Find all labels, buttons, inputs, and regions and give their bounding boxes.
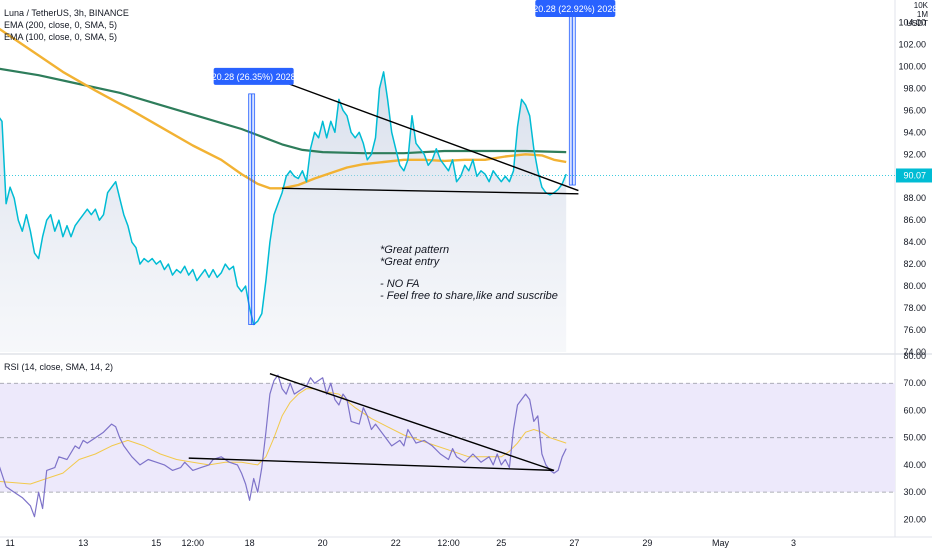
ema200-legend[interactable]: EMA (200, close, 0, SMA, 5) bbox=[4, 20, 118, 30]
last-price-tag bbox=[896, 168, 932, 183]
rsi-tick-label: 50.00 bbox=[903, 433, 926, 443]
note-text: *Great pattern bbox=[380, 244, 449, 256]
ema100-line bbox=[0, 27, 567, 190]
ema200-line bbox=[0, 67, 567, 155]
price-tick-label: 84.00 bbox=[903, 237, 926, 247]
price-tick-label: 82.00 bbox=[903, 259, 926, 269]
time-tick-label: 18 bbox=[245, 538, 255, 548]
measure-callout bbox=[535, 0, 616, 17]
price-tick-label: 86.00 bbox=[903, 215, 926, 225]
time-tick-label: 15 bbox=[151, 538, 161, 548]
time-tick-label: 3 bbox=[791, 538, 796, 548]
price-tick-label: 96.00 bbox=[903, 105, 926, 115]
time-tick-label: 22 bbox=[391, 538, 401, 548]
price-tick-label: 100.00 bbox=[898, 61, 926, 71]
price-area bbox=[0, 71, 567, 352]
rsi-ma-line bbox=[0, 388, 567, 485]
chart-texts: 20.28 (26.35%) 2028 20.28 (22.92%) 2028 *G… bbox=[212, 4, 618, 302]
last-price-value: 90.07 bbox=[903, 170, 926, 180]
time-tick-label: 12:00 bbox=[182, 538, 205, 548]
rsi-band bbox=[0, 382, 895, 493]
price-tick-label: 74.00 bbox=[903, 347, 926, 357]
price-tick-label: 80.00 bbox=[903, 281, 926, 291]
measure-callout-text: 20.28 (22.92%) 2028 bbox=[533, 4, 617, 14]
price-axis-currency: USDT bbox=[906, 19, 928, 28]
price-line bbox=[0, 71, 567, 326]
axes: 74.00 76.00 78.00 80.00 82.00 84.00 86.00 88.00… bbox=[5, 17, 932, 548]
time-tick-label: 13 bbox=[78, 538, 88, 548]
price-tick-label: 94.00 bbox=[903, 127, 926, 137]
rsi-tick-label: 70.00 bbox=[903, 378, 926, 388]
price-tick-label: 78.00 bbox=[903, 303, 926, 313]
drawings[interactable] bbox=[188, 0, 616, 472]
symbol-legend: Luna / TetherUS, 3h, BINANCE EMA (200, c… bbox=[4, 7, 129, 43]
rsi-trendline bbox=[188, 457, 555, 472]
rsi-tick-label: 60.00 bbox=[903, 405, 926, 415]
price-axis-scale: 10K 1M bbox=[913, 1, 928, 19]
price-tick-label: 92.00 bbox=[903, 149, 926, 159]
rsi-tick-label: 30.00 bbox=[903, 487, 926, 497]
time-tick-label: 11 bbox=[5, 538, 14, 548]
time-tick-label: 29 bbox=[642, 538, 652, 548]
price-tick-label: 88.00 bbox=[903, 193, 926, 203]
price-tick-label: 102.00 bbox=[898, 39, 926, 49]
series bbox=[0, 27, 567, 518]
price-tick-label: 98.00 bbox=[903, 83, 926, 93]
price-axis-caption: 10K 1M USDT bbox=[902, 1, 928, 28]
rsi-tick-label: 40.00 bbox=[903, 460, 926, 470]
symbol-title: Luna / TetherUS, 3h, BINANCE bbox=[4, 8, 129, 18]
price-trendline bbox=[285, 82, 579, 192]
price-tick-label: 76.00 bbox=[903, 325, 926, 335]
price-trendline bbox=[282, 187, 579, 195]
note-text: - Feel free to share,like and suscribe bbox=[380, 290, 558, 302]
time-tick-label: May bbox=[712, 538, 730, 548]
time-tick-label: 27 bbox=[569, 538, 579, 548]
rsi-tick-label: 20.00 bbox=[903, 514, 926, 524]
time-tick-label: 20 bbox=[318, 538, 328, 548]
price-area-fill bbox=[0, 71, 567, 352]
time-tick-label: 12:00 bbox=[437, 538, 460, 548]
rsi-trendline bbox=[269, 373, 555, 472]
ema100-legend[interactable]: EMA (100, close, 0, SMA, 5) bbox=[4, 32, 118, 42]
rsi-line bbox=[0, 374, 567, 518]
rsi-legend[interactable]: RSI (14, close, SMA, 14, 2) bbox=[4, 362, 114, 372]
price-tick-label: 104.00 bbox=[898, 17, 926, 27]
rsi-tick-label: 80.00 bbox=[903, 351, 926, 361]
time-tick-label: 25 bbox=[496, 538, 506, 548]
note-text: *Great entry bbox=[380, 256, 441, 268]
note-text: - NO FA bbox=[380, 278, 420, 290]
measure-callout-text: 20.28 (26.35%) 2028 bbox=[212, 72, 296, 82]
measure-callout bbox=[213, 67, 294, 85]
